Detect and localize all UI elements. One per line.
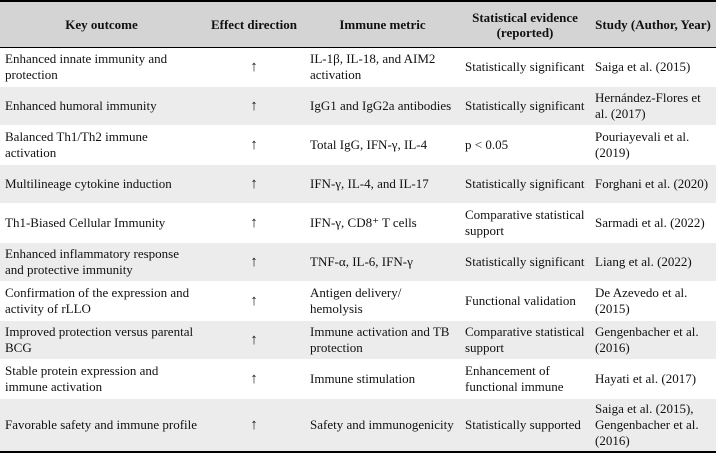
table-cell: IFN-γ, IL-4, and IL-17 — [305, 164, 460, 204]
table-row: Th1-Biased Cellular Immunity ↑ IFN-γ, CD8⁺… — [0, 203, 716, 243]
table-cell: Enhanced humoral immunity — [0, 86, 203, 126]
table-cell: Enhanced inflammatory response and prote… — [0, 242, 203, 282]
table-row: Enhanced humoral immunity ↑ IgG1 and IgG2a… — [0, 86, 716, 126]
table-cell: ↑ — [203, 242, 305, 282]
header-cell: Key outcome — [0, 1, 203, 48]
table-row: Confirmation of the expression and activ… — [0, 281, 716, 321]
table-cell: Statistically significant — [460, 47, 590, 87]
header-cell: Immune metric — [305, 1, 460, 48]
table-cell: Pouriayevali et al. (2019) — [590, 125, 716, 165]
table-cell: Enhanced innate immunity and protection — [0, 47, 203, 87]
table-cell: Statistically significant — [460, 242, 590, 282]
table-cell: ↑ — [203, 86, 305, 126]
table-cell: Forghani et al. (2020) — [590, 164, 716, 204]
table-cell: IgG1 and IgG2a antibodies — [305, 86, 460, 126]
table-cell: ↑ — [203, 47, 305, 87]
table-row: Balanced Th1/Th2 immune activation ↑ Total… — [0, 125, 716, 165]
table-cell: ↑ — [203, 125, 305, 165]
table-cell: Sarmadi et al. (2022) — [590, 203, 716, 243]
table-cell: TNF-α, IL-6, IFN-γ — [305, 242, 460, 282]
table-cell: Stable protein expression and immune act… — [0, 359, 203, 399]
table-row: Favorable safety and immune profile ↑ Safe… — [0, 398, 716, 453]
table-cell: ↑ — [203, 398, 305, 453]
table-row: Improved protection versus parental BCG ↑… — [0, 320, 716, 360]
table-cell: Gengenbacher et al. (2016) — [590, 320, 716, 360]
header-cell: Study (Author, Year) — [590, 1, 716, 48]
table-cell: Multilineage cytokine induction — [0, 164, 203, 204]
table-row: Enhanced innate immunity and protection ↑… — [0, 47, 716, 87]
table-cell: Immune activation and TB protection — [305, 320, 460, 360]
table-cell: IL-1β, IL-18, and AIM2 activation — [305, 47, 460, 87]
table-cell: Saiga et al. (2015), Gengenbacher et al.… — [590, 398, 716, 453]
table-cell: Favorable safety and immune profile — [0, 398, 203, 453]
table-cell: Antigen delivery/ hemolysis — [305, 281, 460, 321]
table-cell: Hayati et al. (2017) — [590, 359, 716, 399]
table-cell: ↑ — [203, 203, 305, 243]
table-cell: Improved protection versus parental BCG — [0, 320, 203, 360]
table-cell: Statistically significant — [460, 86, 590, 126]
table-cell: Hernández-Flores et al. (2017) — [590, 86, 716, 126]
table-cell: Statistically supported — [460, 398, 590, 453]
table-cell: Saiga et al. (2015) — [590, 47, 716, 87]
table-cell: IFN-γ, CD8⁺ T cells — [305, 203, 460, 243]
table-cell: ↑ — [203, 281, 305, 321]
table-row: Multilineage cytokine induction ↑ IFN-γ, I… — [0, 164, 716, 204]
header-cell: Statistical evidence (reported) — [460, 1, 590, 48]
table-cell: Th1-Biased Cellular Immunity — [0, 203, 203, 243]
table-row: Stable protein expression and immune act… — [0, 359, 716, 399]
table-cell: Liang et al. (2022) — [590, 242, 716, 282]
table-cell: Confirmation of the expression and activ… — [0, 281, 203, 321]
header-row: Key outcome Effect direction Immune metric… — [0, 1, 716, 48]
table-cell: ↑ — [203, 164, 305, 204]
table-cell: Immune stimulation — [305, 359, 460, 399]
table-cell: ↑ — [203, 359, 305, 399]
table-cell: Safety and immunogenicity — [305, 398, 460, 453]
table-cell: p < 0.05 — [460, 125, 590, 165]
table-cell: Statistically significant — [460, 164, 590, 204]
table-cell: De Azevedo et al. (2015) — [590, 281, 716, 321]
table-cell: Total IgG, IFN-γ, IL-4 — [305, 125, 460, 165]
table-cell: Comparative statistical support — [460, 203, 590, 243]
table-cell: Balanced Th1/Th2 immune activation — [0, 125, 203, 165]
table-cell: ↑ — [203, 320, 305, 360]
table-row: Enhanced inflammatory response and prote… — [0, 242, 716, 282]
header-cell: Effect direction — [203, 1, 305, 48]
table-cell: Enhancement of functional immune — [460, 359, 590, 399]
table-cell: Functional validation — [460, 281, 590, 321]
table-body: Enhanced innate immunity and protection ↑… — [0, 47, 716, 453]
table-cell: Comparative statistical support — [460, 320, 590, 360]
